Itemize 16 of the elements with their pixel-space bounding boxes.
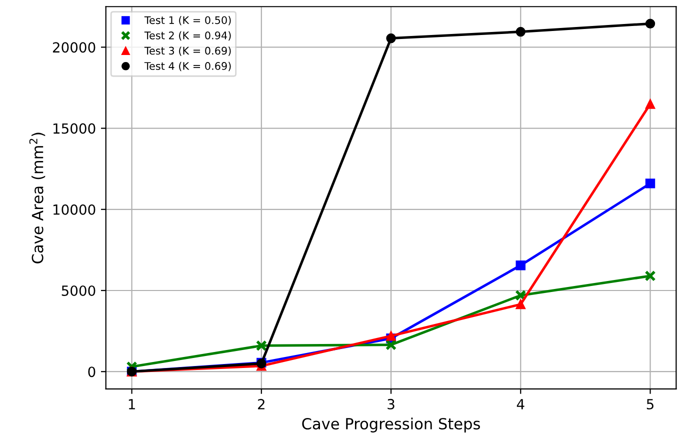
y-tick-label: 0 <box>88 366 96 378</box>
y-tick-label: 10000 <box>53 204 96 215</box>
y-tick-label: 5000 <box>62 285 96 296</box>
legend-label: Test 4 (K = 0.69) <box>144 62 231 72</box>
x-tick-label: 5 <box>646 399 654 410</box>
x-tick-label: 1 <box>128 399 135 410</box>
y-tick-label: 20000 <box>52 42 96 53</box>
x-axis-title: Cave Progression Steps <box>302 418 480 432</box>
y-tick-label: 15000 <box>53 123 96 134</box>
x-tick-label: 3 <box>388 398 394 410</box>
legend-label: Test 2 (K = 0.94) <box>144 31 231 41</box>
x-tick-label: 2 <box>258 398 264 410</box>
x-tick-label: 4 <box>516 399 524 410</box>
legend-label: Test 1 (K = 0.50) <box>144 16 231 26</box>
y-axis-title: Cave Area (mm$^{2}$) <box>29 132 46 264</box>
legend-label: Test 3 (K = 0.69) <box>144 46 231 56</box>
